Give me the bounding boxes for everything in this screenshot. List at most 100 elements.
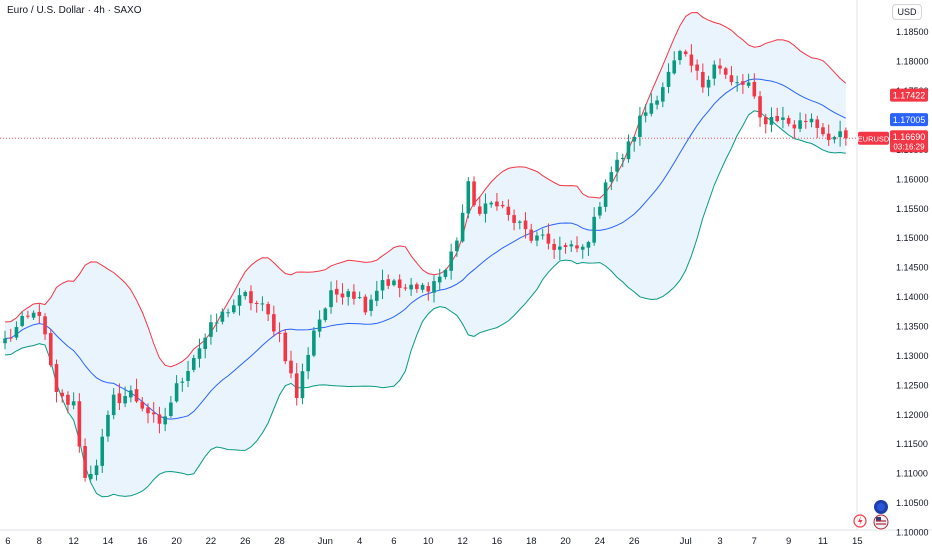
candle-body <box>792 124 797 129</box>
candle-body <box>392 280 396 286</box>
x-tick-label: 10 <box>423 536 434 547</box>
candle <box>661 82 665 108</box>
x-tick-label: 3 <box>717 536 722 547</box>
candle <box>226 308 230 318</box>
candle-body <box>580 246 585 250</box>
candle <box>83 438 87 482</box>
candle <box>558 236 562 260</box>
candle <box>500 200 505 209</box>
candle-body <box>306 354 310 372</box>
candle-body <box>701 71 705 88</box>
candle-body <box>729 75 734 83</box>
candle <box>752 73 757 99</box>
candle-body <box>380 280 385 291</box>
candle-body <box>300 371 305 399</box>
candle <box>701 63 705 93</box>
candle <box>277 322 282 343</box>
candle-body <box>226 312 230 314</box>
candle-body <box>672 60 677 74</box>
candle <box>100 428 105 473</box>
candle <box>523 212 528 239</box>
candle <box>3 330 7 350</box>
currency-button[interactable]: USD <box>892 4 922 20</box>
y-tick-label: 1.14500 <box>896 263 929 273</box>
candle-body <box>712 64 717 79</box>
candle-body <box>340 293 345 298</box>
candle <box>266 301 270 322</box>
candle <box>540 228 545 240</box>
candle <box>340 283 345 305</box>
flash-icon[interactable] <box>853 514 867 528</box>
y-tick-label: 1.16000 <box>896 174 929 184</box>
x-tick-label: 14 <box>103 536 114 547</box>
candle-body <box>752 81 757 97</box>
candle <box>283 329 288 365</box>
candle-body <box>60 392 64 397</box>
candle <box>781 106 785 129</box>
candle <box>169 396 173 419</box>
candle-body <box>763 117 768 125</box>
candle <box>804 113 808 129</box>
candle <box>191 354 196 373</box>
candle-body <box>466 181 471 214</box>
candle-body <box>249 291 253 304</box>
candle-body <box>512 215 516 223</box>
y-tick-label: 1.18500 <box>896 27 929 37</box>
candle-body <box>632 136 636 142</box>
candle <box>157 406 162 434</box>
axes <box>0 0 932 531</box>
candle-body <box>643 112 648 116</box>
candle-body <box>529 229 534 241</box>
candle-body <box>598 206 602 216</box>
candle <box>186 360 190 388</box>
candle <box>174 375 179 403</box>
candle <box>838 120 842 147</box>
candle <box>134 378 139 403</box>
candle <box>758 91 762 127</box>
candle <box>844 127 848 146</box>
candle-body <box>535 235 539 241</box>
candle <box>792 120 797 138</box>
candle <box>826 124 831 146</box>
candle <box>397 274 402 298</box>
candle <box>529 223 534 244</box>
candle <box>289 350 293 379</box>
candle <box>386 274 391 290</box>
candle <box>432 275 436 303</box>
x-tick-label: 26 <box>240 536 251 547</box>
candle-body <box>174 383 179 402</box>
candle <box>8 328 13 342</box>
candle-body <box>146 407 150 414</box>
candle-body <box>157 414 162 424</box>
candle-body <box>552 243 556 250</box>
x-tick-label: Jul <box>680 536 692 547</box>
candle <box>706 75 711 97</box>
candle-body <box>620 157 625 160</box>
candle <box>575 236 579 253</box>
candle <box>363 294 368 315</box>
y-tick-label: 1.13500 <box>896 321 929 331</box>
candle-body <box>77 401 82 447</box>
candle <box>472 176 476 208</box>
x-tick-label: 4 <box>357 536 362 547</box>
candle-body <box>815 119 820 128</box>
x-tick-label: 28 <box>274 536 285 547</box>
y-tick-label: 1.15500 <box>896 204 929 214</box>
svg-text:1.17422: 1.17422 <box>893 91 926 101</box>
y-axis-ticks: 1.185001.180001.175001.170001.165001.160… <box>896 27 929 537</box>
upper-band-line <box>4 11 847 368</box>
candle <box>117 383 122 411</box>
candle-body <box>403 287 408 289</box>
symbol-title: Euro / U.S. Dollar · 4h · SAXO <box>7 5 142 16</box>
candle <box>106 410 110 442</box>
candle-body <box>31 312 36 318</box>
candle-body <box>409 284 413 290</box>
candle-body <box>66 394 70 405</box>
candle-body <box>483 203 488 214</box>
candle-body <box>83 446 87 478</box>
x-tick-label: 6 <box>391 536 396 547</box>
candle <box>375 280 379 307</box>
candle <box>272 305 276 337</box>
